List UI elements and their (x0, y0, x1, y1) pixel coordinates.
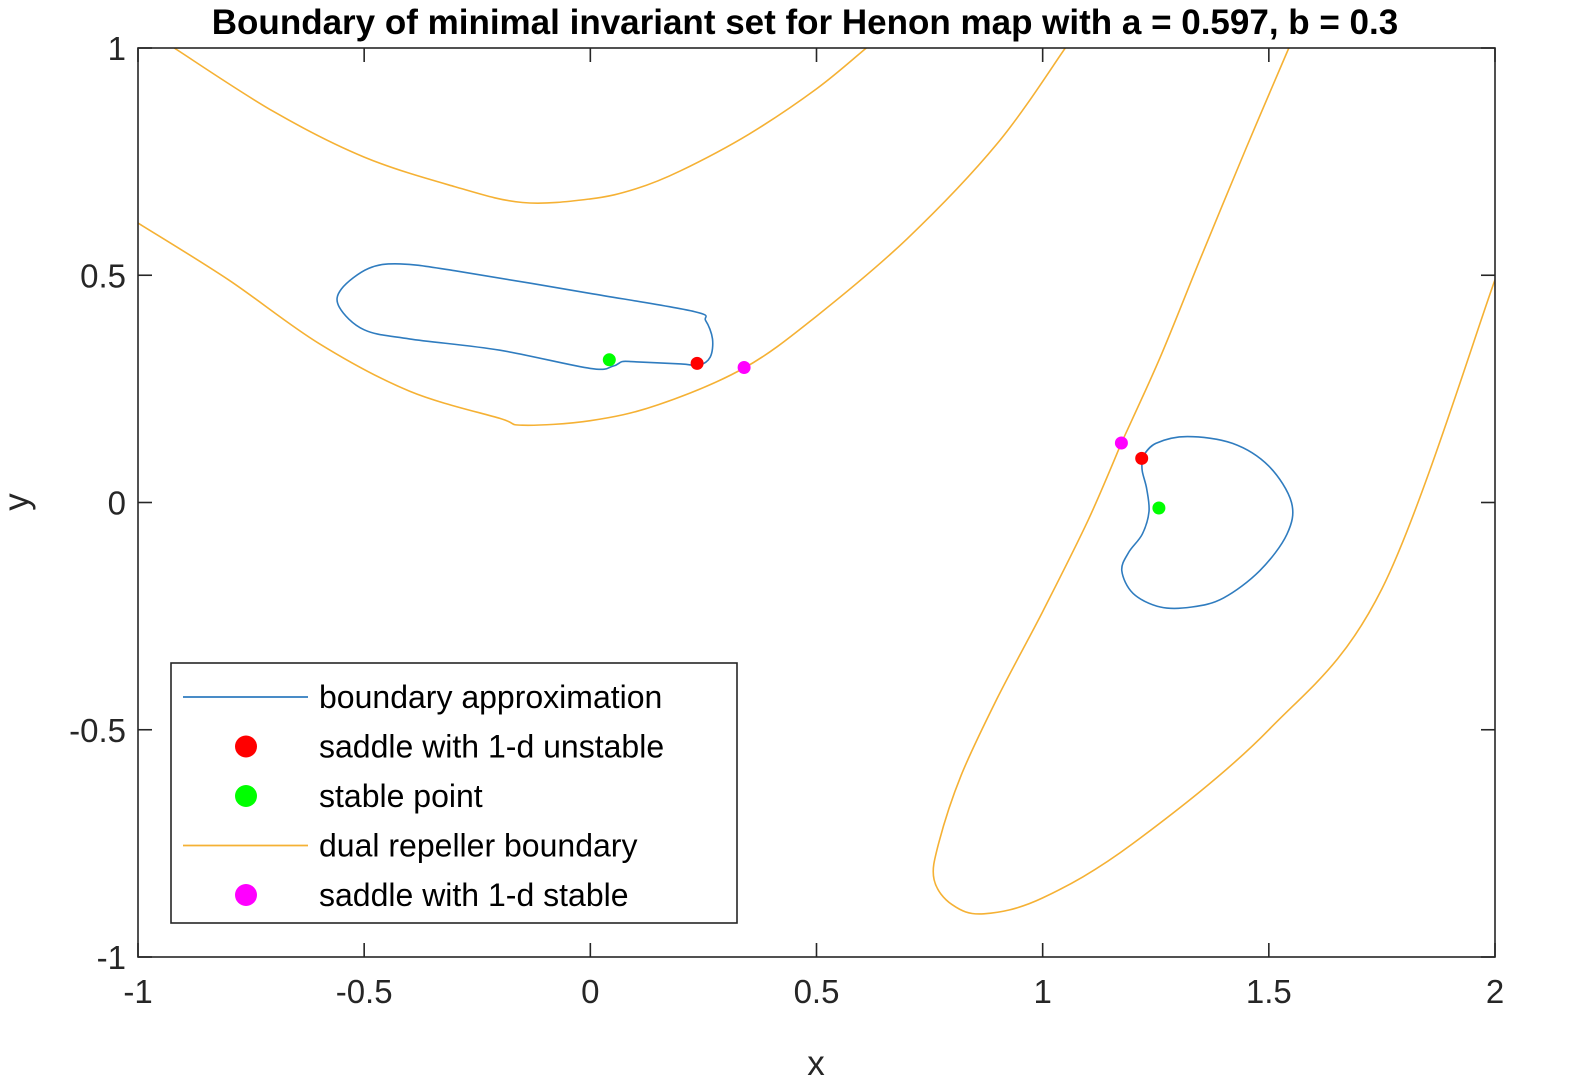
legend: boundary approximation saddle with 1-d un… (170, 662, 738, 924)
x-axis-label: x (807, 1044, 825, 1075)
x-tick-label: 2 (1486, 973, 1504, 1010)
data-layer (138, 48, 1495, 915)
x-tick-label: 1 (1033, 973, 1051, 1010)
legend-label-stable-point: stable point (319, 778, 483, 814)
x-tick-label: 0.5 (794, 973, 840, 1010)
legend-label-saddle-with-1-d-unstable: saddle with 1-d unstable (319, 729, 664, 765)
boundary-approximation-curve-1 (336, 263, 714, 371)
legend-label-dual-repeller-boundary: dual repeller boundary (319, 828, 637, 864)
y-tick-label: -1 (97, 939, 126, 976)
legend-label-saddle-with-1-d-stable: saddle with 1-d stable (319, 877, 629, 913)
legend-swatch-saddle-with-1-d-unstable (235, 735, 257, 758)
x-tick-label: -0.5 (336, 973, 393, 1010)
y-tick-label: 0.5 (80, 257, 126, 294)
chart-title: Boundary of minimal invariant set for He… (212, 3, 1398, 42)
y-tick-label: -0.5 (69, 712, 126, 749)
dual-repeller-boundary-curve-2 (138, 48, 1066, 427)
saddle-with-1-d-stable-point-2 (1114, 436, 1128, 450)
saddle-with-1-d-stable-point-1 (737, 361, 751, 374)
saddle-with-1-d-unstable-point-1 (690, 356, 704, 370)
dual-repeller-boundary-curve-4 (1121, 48, 1291, 443)
saddle-with-1-d-unstable-point-2 (1135, 451, 1149, 465)
y-tick-label: 0 (108, 485, 126, 522)
legend-swatch-saddle-with-1-d-stable (235, 884, 257, 906)
x-tick-label: 1.5 (1246, 973, 1292, 1010)
stable-point-point-2 (1152, 501, 1166, 515)
dual-repeller-boundary-curve-3 (932, 279, 1495, 915)
boundary-approximation-curve-2 (1120, 435, 1294, 610)
legend-box (170, 662, 738, 924)
axis-layer: -1 -0.5 0 0.5 1 1.5 2 -1 -0.5 0 0.5 1 (69, 30, 1504, 1010)
legend-swatch-stable-point (235, 785, 257, 807)
dual-repeller-boundary-curve-1 (173, 48, 867, 204)
legend-label-boundary-approximation: boundary approximation (319, 679, 662, 715)
y-tick-label: 1 (108, 30, 126, 67)
stable-point-point-1 (602, 353, 616, 367)
x-tick-label: 0 (581, 973, 599, 1010)
x-tick-label: -1 (123, 973, 152, 1010)
y-axis-label: y (0, 493, 36, 511)
